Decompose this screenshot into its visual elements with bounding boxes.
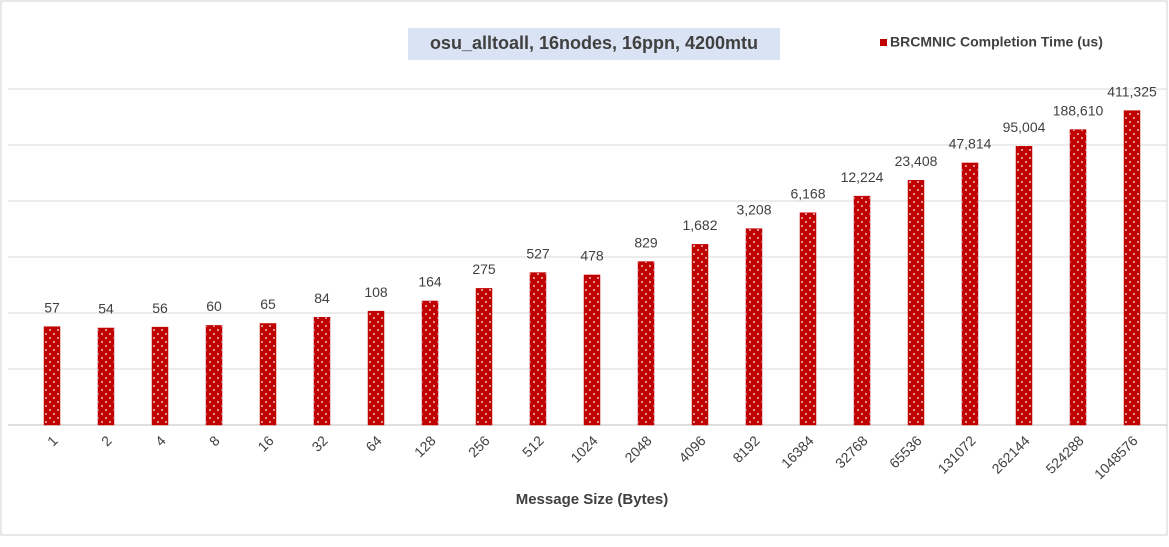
data-label: 164 <box>418 274 442 290</box>
data-label: 57 <box>44 299 60 315</box>
bar <box>1015 145 1033 426</box>
data-label: 23,408 <box>895 153 938 169</box>
data-label: 829 <box>634 234 658 250</box>
data-label: 108 <box>364 284 388 300</box>
data-label: 60 <box>206 298 222 314</box>
bar <box>421 300 439 426</box>
legend-swatch <box>880 39 887 46</box>
data-label: 47,814 <box>949 136 992 152</box>
bar <box>205 325 223 426</box>
x-axis-title: Message Size (Bytes) <box>516 491 669 508</box>
data-label: 3,208 <box>736 201 771 217</box>
bar <box>583 274 601 426</box>
bar <box>1123 110 1141 426</box>
data-label: 56 <box>152 300 168 316</box>
bar <box>799 212 817 426</box>
bar <box>1069 129 1087 426</box>
data-label: 95,004 <box>1003 119 1046 135</box>
data-label: 12,224 <box>841 169 884 185</box>
data-label: 6,168 <box>790 185 825 201</box>
bar <box>367 310 385 426</box>
bar <box>853 195 871 426</box>
data-label: 527 <box>526 245 550 261</box>
bar <box>745 228 763 426</box>
bar <box>691 244 709 426</box>
bar <box>475 288 493 426</box>
legend-label: BRCMNIC Completion Time (us) <box>890 34 1103 50</box>
bar <box>43 326 61 426</box>
chart-title: osu_alltoall, 16nodes, 16ppn, 4200mtu <box>430 33 758 53</box>
bar <box>313 316 331 426</box>
bar <box>259 323 277 426</box>
data-label: 1,682 <box>682 217 717 233</box>
data-label: 411,325 <box>1107 83 1157 99</box>
bar <box>151 326 169 426</box>
data-label: 188,610 <box>1053 102 1104 118</box>
bar <box>907 180 925 426</box>
bar <box>637 261 655 426</box>
bar <box>97 327 115 426</box>
bar <box>961 162 979 426</box>
bar <box>529 272 547 426</box>
data-label: 84 <box>314 290 330 306</box>
data-label: 54 <box>98 301 114 317</box>
title-box <box>408 28 780 60</box>
data-label: 478 <box>580 248 604 264</box>
data-label: 275 <box>472 261 496 277</box>
data-label: 65 <box>260 296 276 312</box>
